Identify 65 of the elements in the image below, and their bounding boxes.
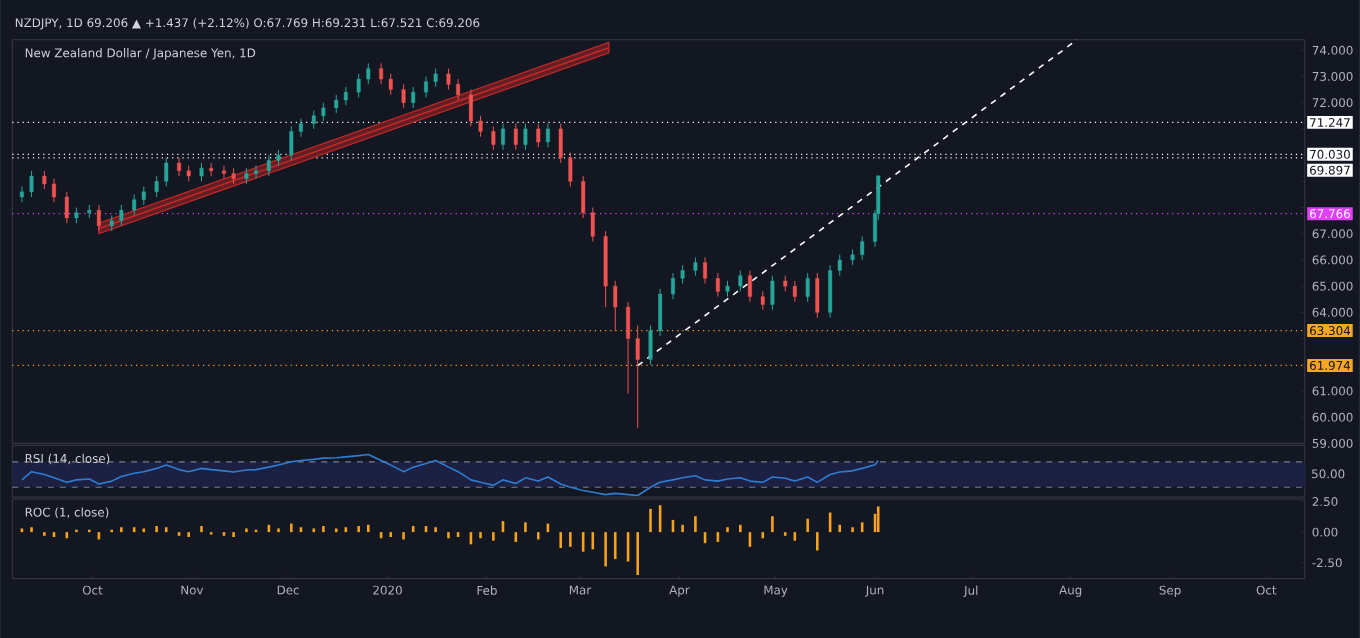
candlestick <box>119 204 124 227</box>
candlestick <box>356 73 361 98</box>
candlestick <box>860 235 865 261</box>
candlestick <box>581 175 586 219</box>
candlestick <box>154 175 159 198</box>
candlestick <box>366 62 371 85</box>
candlestick <box>29 170 34 198</box>
candlestick <box>141 185 146 206</box>
candlestick <box>558 123 563 164</box>
candlestick <box>828 264 833 318</box>
candlestick <box>401 83 406 109</box>
candlestick <box>635 324 640 429</box>
candlestick <box>693 256 698 277</box>
candlestick <box>792 280 797 303</box>
candlestick <box>199 162 204 182</box>
candlestick <box>837 254 842 277</box>
candlestick <box>379 62 384 85</box>
candlestick <box>52 178 56 203</box>
candlestick <box>770 275 775 311</box>
candlestick <box>703 256 707 284</box>
candlestick <box>254 164 258 180</box>
candlestick <box>311 109 316 130</box>
candlestick <box>626 301 631 394</box>
candlestick <box>289 125 294 161</box>
candlestick <box>64 191 69 224</box>
candlestick <box>658 288 663 337</box>
candlestick <box>815 272 820 318</box>
candlestick <box>456 78 461 101</box>
candlestick <box>19 185 24 203</box>
candlestick <box>446 67 451 90</box>
candlestick <box>388 73 393 96</box>
candlestick <box>298 117 303 138</box>
candlestick <box>164 157 169 187</box>
candlestick <box>468 88 473 127</box>
candlestick <box>523 123 528 151</box>
candlestick <box>613 280 618 332</box>
candlestick <box>680 264 685 284</box>
candlestick <box>545 123 550 148</box>
candlestick <box>747 269 752 303</box>
candlestick <box>209 162 214 177</box>
candlestick <box>321 102 326 122</box>
candlestick <box>738 269 743 292</box>
candlestick <box>715 272 720 298</box>
candlestick <box>424 75 428 98</box>
candlestick <box>222 164 226 180</box>
candlestick <box>96 204 101 232</box>
candlestick <box>491 125 496 151</box>
candlestick <box>433 67 438 88</box>
candlestick <box>648 324 653 366</box>
candlestick <box>513 123 518 151</box>
candlestick <box>805 272 810 303</box>
candlestick <box>266 154 271 177</box>
candlestick <box>42 170 47 190</box>
candlestick <box>343 86 348 106</box>
candlestick <box>478 115 483 138</box>
candlestick <box>177 157 182 177</box>
candlestick <box>536 123 541 148</box>
candlestick <box>590 206 595 242</box>
candlestick <box>501 123 505 151</box>
candlestick <box>568 151 573 187</box>
candlestick <box>334 94 339 114</box>
candlestick <box>411 86 416 109</box>
candlestick <box>132 193 137 216</box>
candlestick <box>760 290 765 311</box>
candlestick <box>671 272 675 300</box>
